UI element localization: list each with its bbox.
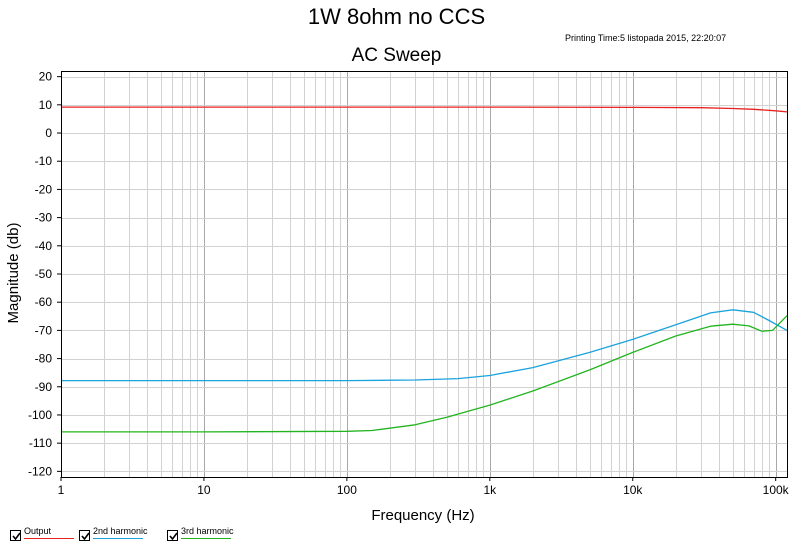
output-checkbox[interactable]: [10, 530, 21, 541]
legend-label: 3rd harmonic: [181, 526, 234, 536]
y-tick-label: -30: [35, 211, 53, 225]
legend: Output 2nd harmonic 3rd harmonic: [0, 524, 793, 554]
y-tick-label: 10: [39, 98, 53, 112]
printing-time: Printing Time:5 listopada 2015, 22:20:07: [565, 33, 727, 43]
page-title: 1W 8ohm no CCS: [307, 4, 486, 29]
y-tick-label: -80: [35, 352, 53, 366]
x-tick-label: 10: [197, 483, 211, 497]
x-axis: 1 10 100 1k 10k 100k: [58, 477, 790, 497]
y-axis: 20 10 0 -10 -20 -30 -40 -50 -60 -70 -80 -90 -100 -110…: [28, 70, 61, 478]
series-output-line: [61, 106, 788, 113]
y-tick-label: -50: [35, 267, 53, 281]
x-axis-label: Frequency (Hz): [371, 507, 474, 524]
series-layer: [61, 106, 788, 433]
legend-label: 2nd harmonic: [93, 526, 148, 536]
2nd-harmonic-checkbox[interactable]: [79, 530, 90, 541]
y-tick-label: -40: [35, 239, 53, 253]
y-tick-label: -10: [35, 154, 53, 168]
legend-label: Output: [24, 526, 52, 536]
y-tick-label: -110: [29, 436, 52, 450]
x-tick-label: 1k: [483, 483, 497, 497]
checkmark-icon: [12, 532, 21, 541]
y-tick-label: -120: [28, 464, 52, 478]
y-tick-label: -100: [28, 408, 52, 422]
y-tick-label: 0: [45, 126, 52, 140]
checkmark-icon: [169, 532, 178, 541]
y-tick-label: -20: [35, 182, 53, 196]
x-tick-label: 1: [58, 483, 65, 497]
chart-title: AC Sweep: [351, 45, 442, 66]
series-3rd-harmonic-line: [61, 315, 788, 433]
y-tick-label: -70: [35, 323, 53, 337]
legend-swatch: [24, 538, 74, 539]
y-tick-label: -60: [35, 295, 53, 309]
y-tick-label: -90: [35, 380, 53, 394]
legend-swatch: [181, 538, 231, 539]
x-tick-label: 10k: [623, 483, 643, 497]
x-tick-label: 100: [337, 483, 357, 497]
plot-frame: [61, 71, 788, 478]
y-tick-label: 20: [39, 70, 53, 84]
checkmark-icon: [81, 532, 90, 541]
x-tick-label: 100k: [763, 483, 790, 497]
legend-swatch: [93, 538, 143, 539]
3rd-harmonic-checkbox[interactable]: [167, 530, 178, 541]
series-2nd-harmonic-line: [61, 309, 788, 382]
grid: [61, 71, 787, 477]
y-axis-label: Magnitude (db): [5, 223, 22, 324]
